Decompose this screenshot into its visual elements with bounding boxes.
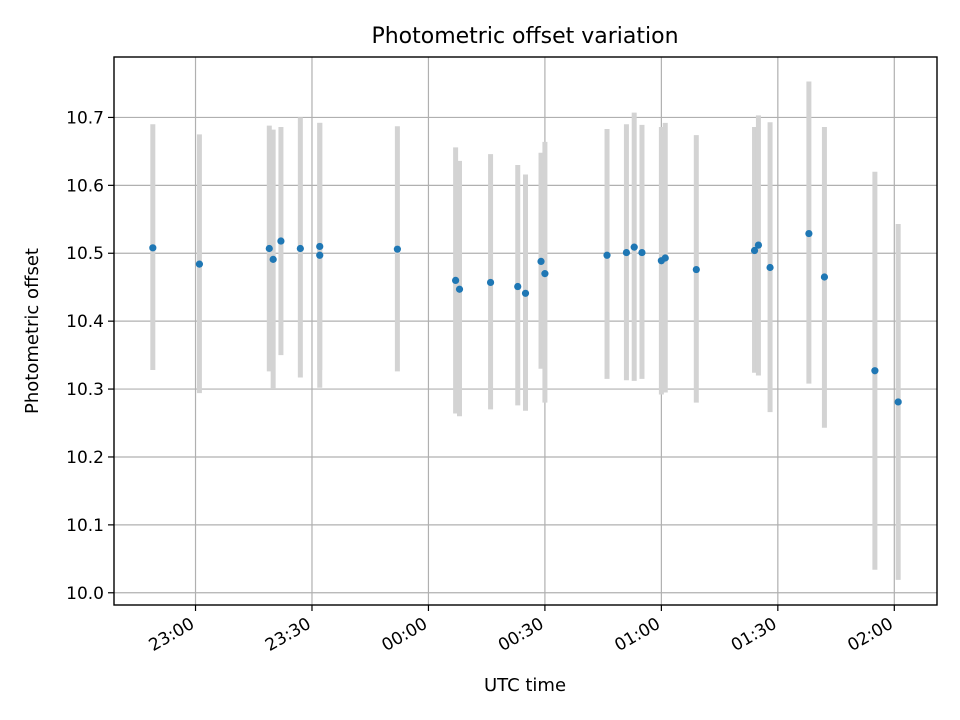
y-tick-label: 10.6	[66, 176, 104, 196]
data-point	[265, 244, 273, 253]
y-tick-label: 10.5	[66, 244, 104, 264]
data-point	[541, 270, 549, 278]
data-point	[661, 254, 669, 262]
data-point	[149, 244, 157, 252]
x-tick-label: 01:30	[728, 614, 780, 656]
x-tick-label: 23:30	[262, 614, 314, 656]
y-axis-ticks: 10.0 10.1 10.2 10.3 10.4 10.5 10.6 10.7	[66, 108, 114, 604]
plot-frame	[113, 56, 938, 606]
x-tick-label: 23:00	[146, 614, 198, 656]
x-tick-label: 01:00	[611, 614, 663, 656]
data-points	[149, 229, 902, 406]
data-point	[630, 243, 638, 251]
data-point	[754, 241, 763, 249]
data-point	[514, 282, 522, 291]
data-point	[521, 289, 530, 297]
x-tick-label: 02:00	[844, 614, 896, 656]
data-point	[455, 285, 464, 293]
data-point	[750, 246, 759, 255]
chart-title: Photometric offset variation	[371, 24, 678, 49]
data-point	[393, 245, 401, 253]
x-tick-label: 00:00	[379, 614, 431, 656]
x-axis-label: UTC time	[484, 675, 566, 696]
data-point	[603, 251, 611, 259]
x-tick-label: 00:30	[495, 614, 547, 656]
data-point	[316, 242, 324, 251]
data-point	[277, 237, 285, 245]
data-point	[316, 251, 324, 259]
data-point	[296, 244, 304, 253]
data-point	[537, 257, 545, 265]
data-point	[871, 367, 879, 375]
data-point	[805, 229, 813, 238]
data-point	[638, 248, 646, 257]
y-tick-label: 10.7	[66, 108, 104, 128]
y-tick-label: 10.0	[66, 584, 104, 604]
x-axis-ticks: 23:00 23:30 00:00 00:30 01:00 01:30 02:00	[146, 605, 897, 656]
y-tick-label: 10.1	[66, 516, 104, 536]
data-point	[692, 265, 700, 274]
y-tick-label: 10.3	[66, 380, 104, 400]
data-point	[195, 260, 204, 268]
error-bars	[150, 81, 901, 580]
data-point	[894, 398, 902, 406]
y-tick-label: 10.2	[66, 448, 104, 468]
data-point	[766, 263, 774, 272]
y-axis-label: Photometric offset	[22, 248, 43, 414]
data-point	[820, 273, 829, 281]
data-point	[622, 248, 631, 257]
data-point	[486, 278, 495, 287]
y-tick-label: 10.4	[66, 312, 104, 332]
data-point	[269, 255, 277, 263]
data-point	[452, 276, 460, 285]
